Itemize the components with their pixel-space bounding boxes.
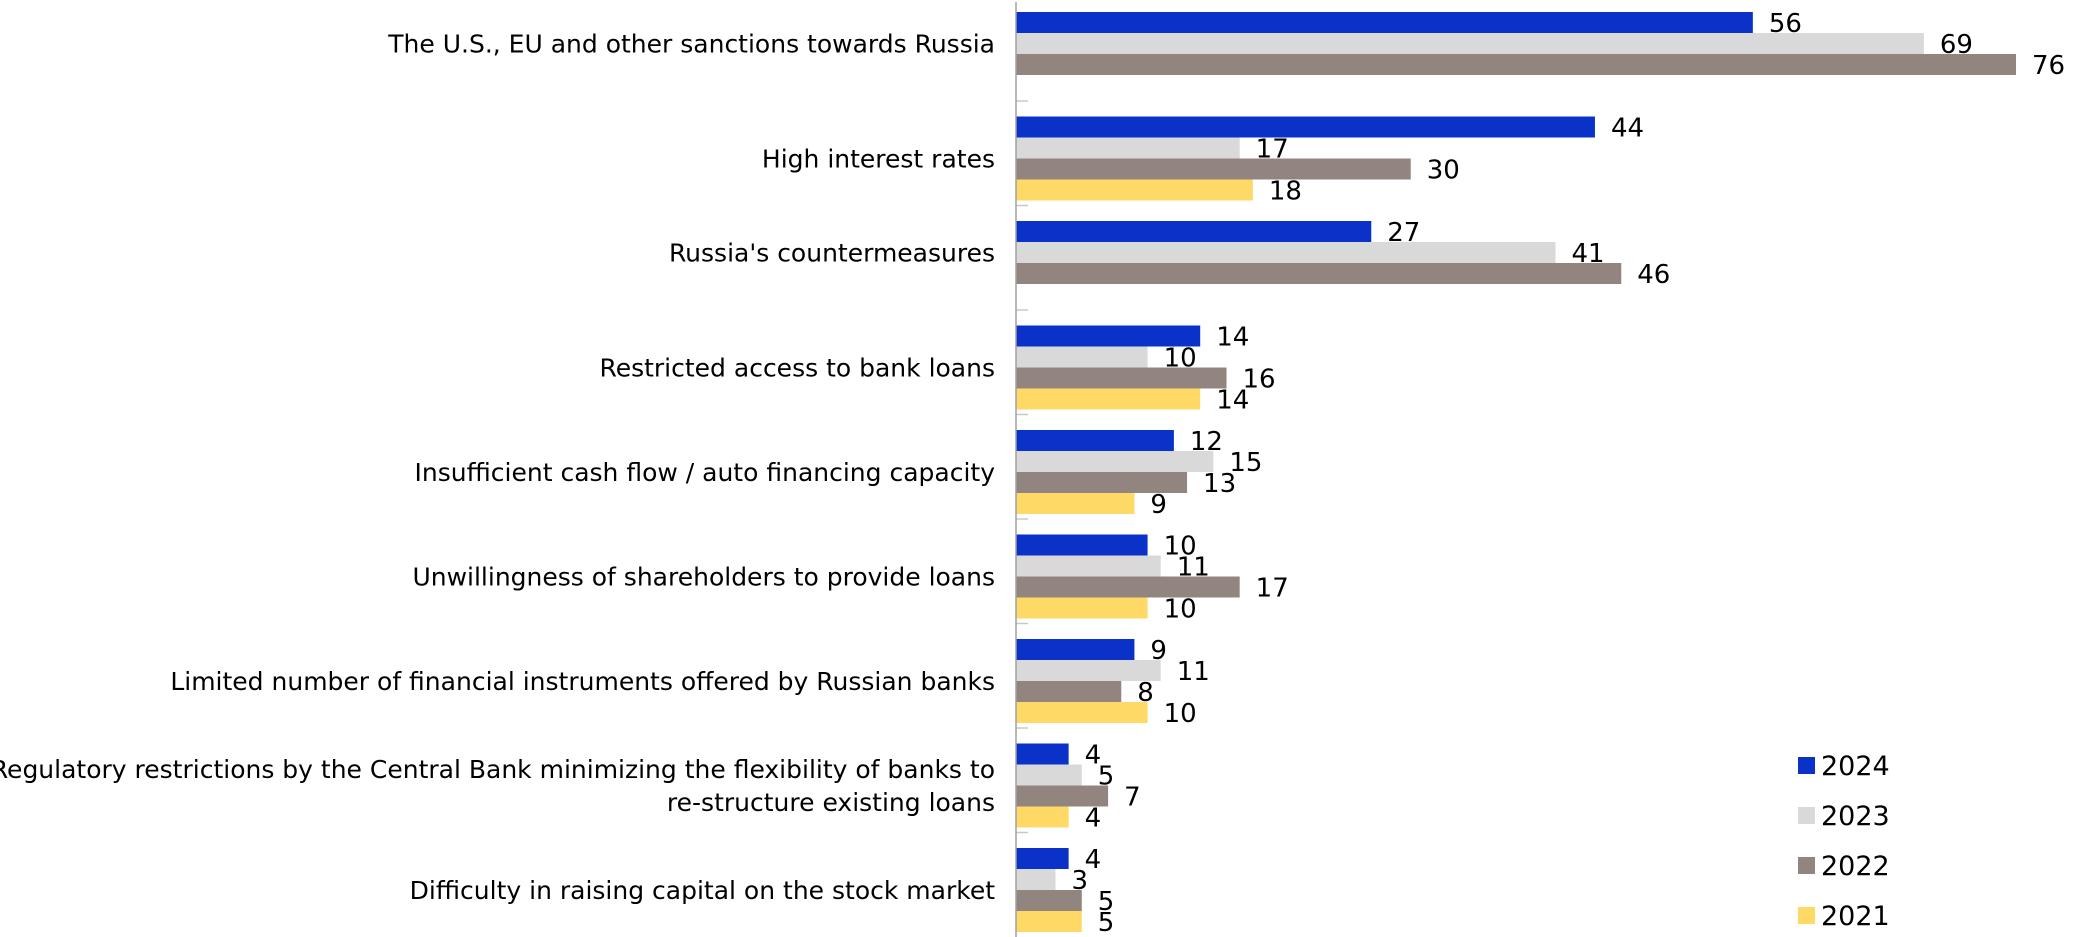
bar-2023 xyxy=(1016,242,1556,263)
data-label: 8 xyxy=(1137,678,1154,708)
data-label: 5 xyxy=(1098,887,1115,917)
bar-2024 xyxy=(1016,116,1595,138)
bar-2023 xyxy=(1016,346,1148,368)
data-label: 11 xyxy=(1177,657,1210,687)
data-label: 17 xyxy=(1256,135,1289,165)
data-label: 15 xyxy=(1229,448,1262,478)
data-label: 69 xyxy=(1940,30,1973,60)
bar-2023 xyxy=(1016,451,1214,472)
data-label: 5 xyxy=(1098,908,1115,937)
legend-label: 2021 xyxy=(1821,901,1890,932)
bar-2024 xyxy=(1016,534,1148,556)
category-label: The U.S., EU and other sanctions towards… xyxy=(387,30,995,59)
legend-swatch-2023 xyxy=(1798,807,1815,824)
bar-2021 xyxy=(1016,179,1253,201)
bar-layer xyxy=(1016,12,2016,932)
legend-swatch-2024 xyxy=(1798,757,1815,774)
legend-label: 2022 xyxy=(1821,851,1890,882)
bar-2024 xyxy=(1016,639,1135,660)
data-label: 5 xyxy=(1098,762,1115,792)
data-label: 3 xyxy=(1071,866,1088,896)
data-label: 4 xyxy=(1085,804,1102,834)
category-label: Insufficient cash flow / auto financing … xyxy=(415,458,996,487)
category-label: Difficulty in raising capital on the sto… xyxy=(410,876,996,905)
bar-2021 xyxy=(1016,493,1135,514)
legend: 2024 2023 2022 2021 xyxy=(1798,751,1890,932)
legend-label: 2023 xyxy=(1821,801,1890,832)
data-label: 27 xyxy=(1387,218,1420,248)
data-label: 44 xyxy=(1611,114,1644,144)
data-label: 76 xyxy=(2032,51,2065,81)
bar-2021 xyxy=(1016,388,1201,410)
category-label: Unwillingness of shareholders to provide… xyxy=(412,563,995,592)
data-label: 13 xyxy=(1203,469,1236,499)
data-label: 9 xyxy=(1150,490,1167,520)
bar-2024 xyxy=(1016,325,1201,347)
legend-label: 2024 xyxy=(1821,751,1890,782)
data-label: 30 xyxy=(1427,156,1460,186)
bar-2022 xyxy=(1016,576,1240,598)
bar-2023 xyxy=(1016,764,1082,786)
data-label: 12 xyxy=(1190,427,1223,457)
category-label: Regulatory restrictions by the Central B… xyxy=(0,755,995,817)
bar-2024 xyxy=(1016,430,1174,451)
data-label: 10 xyxy=(1164,532,1197,562)
category-labels: The U.S., EU and other sanctions towards… xyxy=(0,30,995,906)
value-labels: 5669764417301827414614101614121513910111… xyxy=(1071,9,2065,937)
data-label: 46 xyxy=(1637,260,1670,290)
bar-2022 xyxy=(1016,785,1109,807)
bar-2022 xyxy=(1016,890,1082,911)
data-label: 7 xyxy=(1124,783,1141,813)
bar-2024 xyxy=(1016,743,1069,765)
bar-2024 xyxy=(1016,12,1753,33)
data-label: 10 xyxy=(1164,344,1197,374)
y-axis xyxy=(1015,2,1028,937)
category-label: High interest rates xyxy=(762,145,995,174)
data-label: 10 xyxy=(1164,595,1197,625)
bar-2022 xyxy=(1016,472,1188,493)
category-label: Restricted access to bank loans xyxy=(599,354,995,383)
category-label: Russia's countermeasures xyxy=(669,239,995,268)
category-label: Limited number of financial instruments … xyxy=(170,667,995,696)
data-label: 41 xyxy=(1571,239,1604,269)
bar-2023 xyxy=(1016,33,1924,54)
data-label: 17 xyxy=(1256,574,1289,604)
data-label: 56 xyxy=(1769,9,1802,39)
data-label: 10 xyxy=(1164,699,1197,729)
bar-2024 xyxy=(1016,221,1372,242)
bar-2023 xyxy=(1016,137,1240,159)
legend-swatch-2021 xyxy=(1798,907,1815,924)
bar-2021 xyxy=(1016,702,1148,723)
bar-2022 xyxy=(1016,367,1227,389)
bar-2021 xyxy=(1016,911,1082,932)
bar-2021 xyxy=(1016,806,1069,828)
bar-2024 xyxy=(1016,848,1069,869)
data-label: 11 xyxy=(1177,553,1210,583)
bar-2022 xyxy=(1016,158,1411,180)
bar-2022 xyxy=(1016,54,2016,75)
data-label: 4 xyxy=(1085,741,1102,771)
data-label: 14 xyxy=(1216,323,1249,353)
data-label: 14 xyxy=(1216,386,1249,416)
data-label: 9 xyxy=(1150,636,1167,666)
bar-2023 xyxy=(1016,555,1161,577)
data-label: 18 xyxy=(1269,177,1302,207)
data-label: 16 xyxy=(1243,365,1276,395)
data-label: 4 xyxy=(1085,845,1102,875)
bar-2023 xyxy=(1016,660,1161,681)
bar-2022 xyxy=(1016,681,1122,702)
bar-2022 xyxy=(1016,263,1622,284)
legend-swatch-2022 xyxy=(1798,857,1815,874)
bar-2021 xyxy=(1016,597,1148,619)
bar-2023 xyxy=(1016,869,1056,890)
